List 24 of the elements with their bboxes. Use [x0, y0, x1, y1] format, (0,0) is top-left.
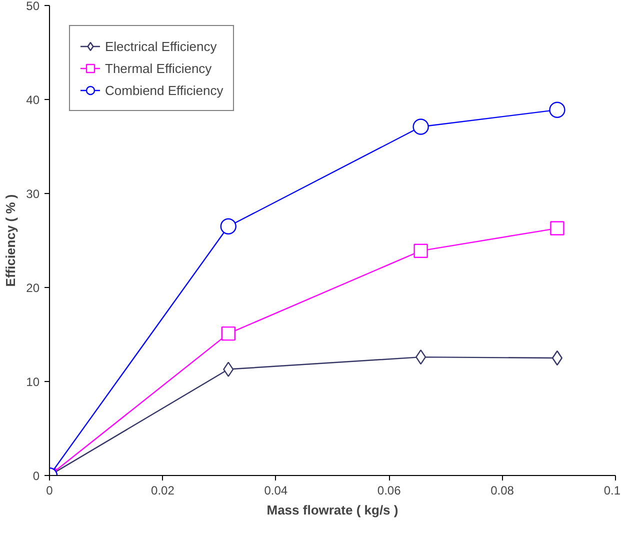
x-tick-label: 0.1	[604, 484, 621, 498]
y-tick-label: 20	[26, 281, 40, 295]
point	[223, 362, 234, 377]
x-tick-label: 0.06	[377, 484, 402, 498]
point	[550, 221, 564, 236]
x-tick-label: 0.04	[264, 484, 288, 498]
point	[220, 218, 236, 234]
x-tick-label: 0.02	[151, 484, 175, 498]
y-tick-label: 50	[26, 0, 40, 13]
legend-label: Electrical Efficiency	[105, 38, 217, 54]
x-tick-label: 0	[46, 484, 54, 498]
y-axis-title: Efficiency ( % )	[3, 194, 18, 287]
y-tick-label: 40	[26, 93, 40, 107]
point	[414, 244, 428, 258]
y-tick-label: 10	[26, 375, 40, 389]
legend-label: Combiend Efficiency	[105, 82, 224, 98]
y-tick-label: 0	[32, 469, 40, 483]
point	[549, 102, 566, 118]
y-tick-label: 30	[26, 187, 40, 201]
x-tick-label: 0.08	[490, 484, 514, 498]
point	[412, 118, 429, 135]
point	[221, 326, 236, 341]
legend-label: Thermal Efficiency	[105, 60, 212, 76]
x-axis-title: Mass flowrate ( kg/s )	[266, 502, 398, 518]
